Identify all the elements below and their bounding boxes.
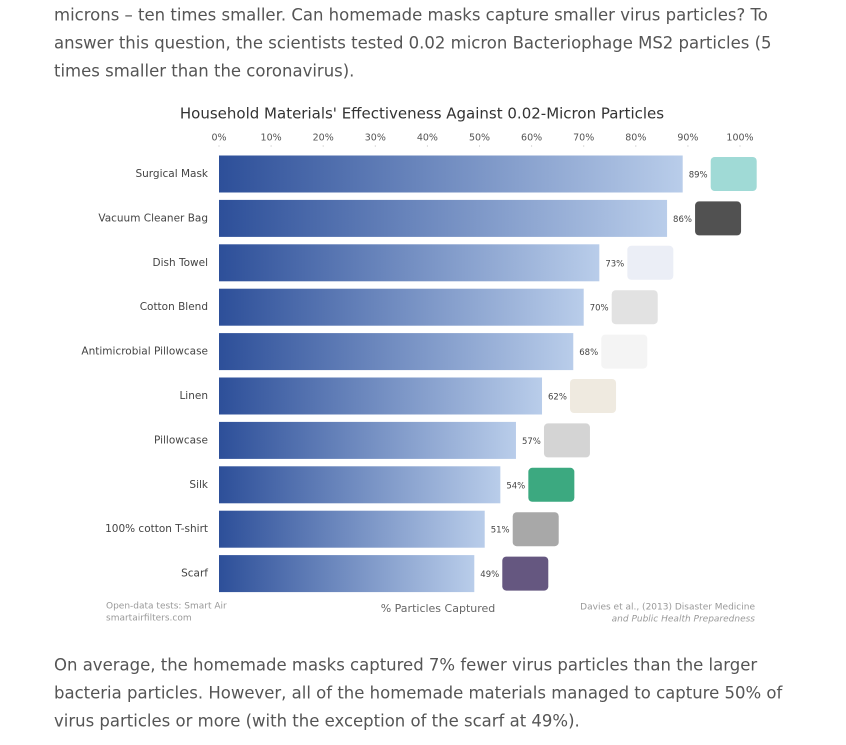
bar [219,377,543,415]
x-tick-label: 100% [726,133,753,144]
bar [219,466,501,504]
material-icon [710,157,757,191]
value-label: 68% [579,348,598,358]
paragraph-line: virus particles or more (with the except… [54,712,580,731]
bar [219,510,485,548]
paragraph-line: times smaller than the coronavirus). [54,62,354,81]
x-tick-label: 0% [211,133,226,144]
material-icon [695,201,742,236]
x-tick-label: 50% [469,133,490,144]
paragraph-line: answer this question, the scientists tes… [54,34,772,53]
x-tick-label: 40% [417,133,438,144]
value-label: 51% [491,526,510,536]
paragraph-line: bacteria particles. However, all of the … [54,684,784,703]
bar [219,155,683,193]
source-note: smartairfilters.com [106,614,192,624]
value-label: 49% [480,570,499,580]
material-icon [601,334,648,369]
material-icon [543,423,590,458]
category-label: Pillowcase [154,434,208,446]
paragraph-line: On average, the homemade masks captured … [54,656,757,675]
bar [219,199,668,237]
x-tick-label: 80% [625,133,646,144]
x-tick-label: 90% [677,133,698,144]
material-icon [512,512,559,547]
x-tick-label: 60% [521,133,542,144]
value-label: 57% [522,437,541,447]
category-label: Linen [179,390,208,402]
category-label: Surgical Mask [135,168,208,180]
value-label: 89% [689,171,708,181]
bar [219,421,516,459]
x-tick-label: 20% [313,133,334,144]
x-tick-label: 30% [365,133,386,144]
source-note: Open-data tests: Smart Air [106,602,227,612]
category-label: Dish Towel [153,257,208,269]
bar [219,555,475,593]
category-label: Cotton Blend [140,301,208,313]
material-icon [627,245,674,280]
x-axis-label: % Particles Captured [381,602,496,615]
bar [219,333,574,371]
value-label: 54% [506,481,525,491]
category-label: Silk [189,479,208,491]
value-label: 86% [673,215,692,225]
value-label: 62% [548,393,567,403]
category-label: Vacuum Cleaner Bag [98,212,208,224]
chart-title: Household Materials' Effectiveness Again… [180,105,664,123]
bar [219,288,584,326]
material-icon [502,556,549,591]
x-tick-label: 70% [573,133,594,144]
source-note: and Public Health Preparedness [612,615,756,625]
x-tick-label: 10% [261,133,282,144]
source-note: Davies et al., (2013) Disaster Medicine [580,603,755,613]
category-label: Scarf [181,568,208,580]
category-label: 100% cotton T-shirt [105,523,208,535]
material-icon [611,290,658,325]
value-label: 73% [605,259,624,269]
material-icon [570,379,617,413]
paragraph-line: microns – ten times smaller. Can homemad… [54,6,768,25]
material-icon [528,467,575,502]
value-label: 70% [590,304,609,314]
bar [219,244,600,282]
category-label: Antimicrobial Pillowcase [81,346,208,358]
